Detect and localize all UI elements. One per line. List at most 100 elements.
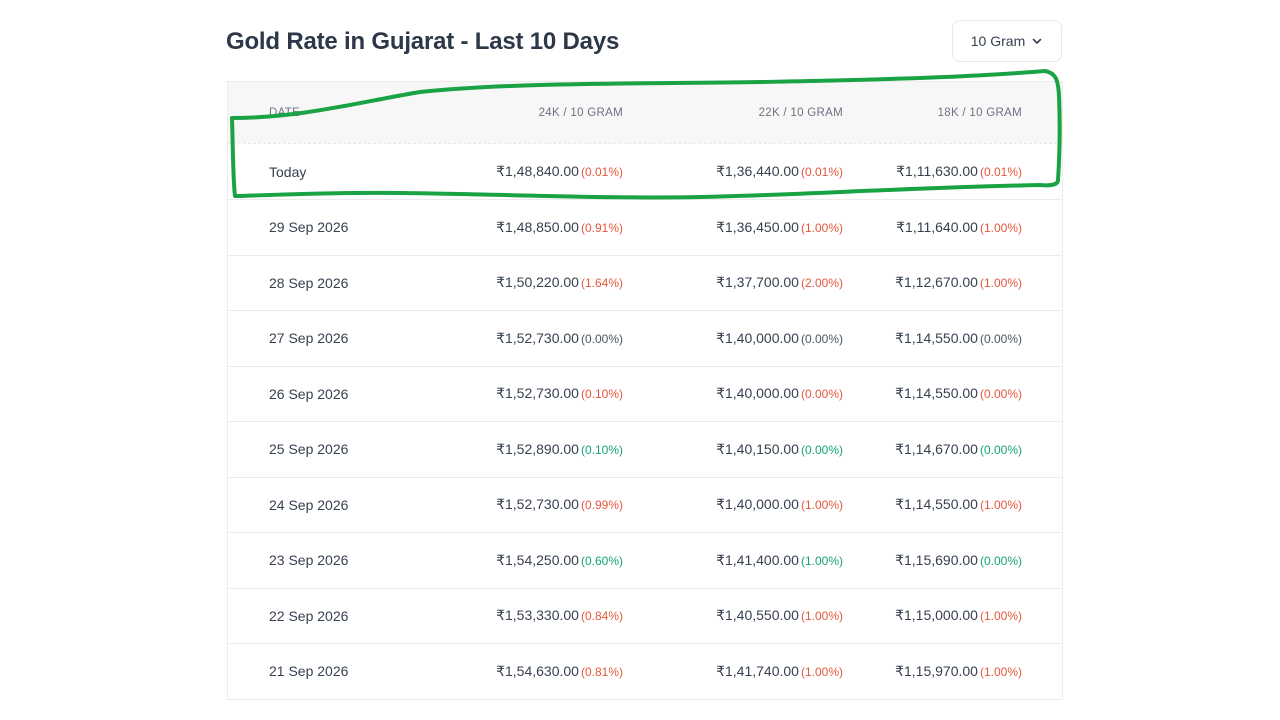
price-24k-cell: ₹1,48,850.00 (0.91%): [468, 219, 623, 236]
price-24k-value: ₹1,54,250.00: [496, 552, 579, 568]
price-24k-cell: ₹1,52,890.00 (0.10%): [468, 441, 623, 458]
price-24k-change: (0.00%): [581, 332, 623, 346]
price-18k-value: ₹1,15,000.00: [895, 607, 978, 623]
gold-rate-table: DATE 24K / 10 GRAM 22K / 10 GRAM 18K / 1…: [227, 81, 1063, 700]
price-24k-change: (0.01%): [581, 165, 623, 179]
price-24k-value: ₹1,52,730.00: [496, 385, 579, 401]
price-24k-cell: ₹1,54,630.00 (0.81%): [468, 663, 623, 680]
table-row: 21 Sep 2026 ₹1,54,630.00 (0.81%) ₹1,41,740.…: [228, 643, 1062, 699]
price-18k-cell: ₹1,11,630.00 (0.01%): [843, 163, 1022, 180]
price-18k-change: (0.00%): [980, 554, 1022, 568]
price-24k-cell: ₹1,52,730.00 (0.10%): [468, 385, 623, 402]
price-22k-change: (0.01%): [801, 165, 843, 179]
price-18k-value: ₹1,15,970.00: [895, 663, 978, 679]
price-18k-change: (1.00%): [980, 276, 1022, 290]
chevron-down-icon: [1031, 35, 1043, 47]
price-18k-change: (0.00%): [980, 443, 1022, 457]
price-22k-value: ₹1,40,000.00: [716, 496, 799, 512]
price-22k-change: (1.00%): [801, 609, 843, 623]
price-22k-value: ₹1,41,400.00: [716, 552, 799, 568]
table-row: 24 Sep 2026 ₹1,52,730.00 (0.99%) ₹1,40,000.…: [228, 477, 1062, 533]
price-18k-value: ₹1,15,690.00: [895, 552, 978, 568]
price-18k-value: ₹1,14,670.00: [895, 441, 978, 457]
price-24k-value: ₹1,48,840.00: [496, 163, 579, 179]
price-24k-value: ₹1,52,730.00: [496, 496, 579, 512]
price-22k-cell: ₹1,37,700.00 (2.00%): [623, 274, 843, 291]
table-row: 22 Sep 2026 ₹1,53,330.00 (0.84%) ₹1,40,550.…: [228, 588, 1062, 644]
price-22k-change: (0.00%): [801, 387, 843, 401]
price-22k-cell: ₹1,41,740.00 (1.00%): [623, 663, 843, 680]
price-22k-cell: ₹1,41,400.00 (1.00%): [623, 552, 843, 569]
price-22k-value: ₹1,37,700.00: [716, 274, 799, 290]
row-date: 26 Sep 2026: [228, 386, 468, 402]
price-22k-value: ₹1,40,000.00: [716, 385, 799, 401]
price-24k-cell: ₹1,54,250.00 (0.60%): [468, 552, 623, 569]
price-18k-value: ₹1,14,550.00: [895, 385, 978, 401]
price-18k-value: ₹1,14,550.00: [895, 330, 978, 346]
column-header-18k: 18K / 10 GRAM: [843, 107, 1022, 119]
price-22k-change: (0.00%): [801, 332, 843, 346]
price-18k-value: ₹1,11,640.00: [896, 219, 978, 235]
price-24k-change: (0.99%): [581, 498, 623, 512]
price-24k-value: ₹1,54,630.00: [496, 663, 579, 679]
price-18k-value: ₹1,12,670.00: [895, 274, 978, 290]
row-date: 27 Sep 2026: [228, 330, 468, 346]
price-22k-change: (2.00%): [801, 276, 843, 290]
price-18k-change: (0.00%): [980, 387, 1022, 401]
price-22k-change: (1.00%): [801, 554, 843, 568]
price-24k-change: (1.64%): [581, 276, 623, 290]
price-24k-change: (0.91%): [581, 221, 623, 235]
price-24k-change: (0.84%): [581, 609, 623, 623]
table-row: 29 Sep 2026 ₹1,48,850.00 (0.91%) ₹1,36,450.…: [228, 199, 1062, 255]
price-24k-cell: ₹1,50,220.00 (1.64%): [468, 274, 623, 291]
price-22k-value: ₹1,40,550.00: [716, 607, 799, 623]
price-18k-change: (0.01%): [980, 165, 1022, 179]
price-22k-cell: ₹1,36,450.00 (1.00%): [623, 219, 843, 236]
price-18k-change: (1.00%): [980, 498, 1022, 512]
row-date: Today: [228, 164, 468, 180]
unit-select-value: 10 Gram: [971, 33, 1025, 49]
table-row: 27 Sep 2026 ₹1,52,730.00 (0.00%) ₹1,40,000.…: [228, 310, 1062, 366]
price-24k-cell: ₹1,53,330.00 (0.84%): [468, 607, 623, 624]
price-18k-cell: ₹1,14,550.00 (0.00%): [843, 385, 1022, 402]
price-24k-change: (0.60%): [581, 554, 623, 568]
row-date: 24 Sep 2026: [228, 497, 468, 513]
price-22k-cell: ₹1,40,000.00 (0.00%): [623, 385, 843, 402]
row-date: 22 Sep 2026: [228, 608, 468, 624]
price-18k-cell: ₹1,11,640.00 (1.00%): [843, 219, 1022, 236]
price-18k-change: (1.00%): [980, 665, 1022, 679]
price-18k-change: (1.00%): [980, 221, 1022, 235]
price-24k-value: ₹1,53,330.00: [496, 607, 579, 623]
price-24k-value: ₹1,48,850.00: [496, 219, 579, 235]
price-24k-value: ₹1,52,890.00: [496, 441, 579, 457]
row-date: 28 Sep 2026: [228, 275, 468, 291]
price-22k-cell: ₹1,36,440.00 (0.01%): [623, 163, 843, 180]
table-body: Today ₹1,48,840.00 (0.01%) ₹1,36,440.00 (0.0…: [228, 143, 1062, 699]
price-22k-change: (1.00%): [801, 665, 843, 679]
price-24k-cell: ₹1,52,730.00 (0.99%): [468, 496, 623, 513]
row-date: 25 Sep 2026: [228, 441, 468, 457]
table-row: 28 Sep 2026 ₹1,50,220.00 (1.64%) ₹1,37,700.…: [228, 255, 1062, 311]
price-18k-cell: ₹1,14,550.00 (1.00%): [843, 496, 1022, 513]
price-24k-change: (0.10%): [581, 443, 623, 457]
table-row: 26 Sep 2026 ₹1,52,730.00 (0.10%) ₹1,40,000.…: [228, 366, 1062, 422]
price-22k-cell: ₹1,40,150.00 (0.00%): [623, 441, 843, 458]
price-18k-change: (1.00%): [980, 609, 1022, 623]
table-row: Today ₹1,48,840.00 (0.01%) ₹1,36,440.00 (0.0…: [228, 143, 1062, 199]
row-date: 29 Sep 2026: [228, 219, 468, 235]
price-22k-change: (0.00%): [801, 443, 843, 457]
price-18k-change: (0.00%): [980, 332, 1022, 346]
price-22k-value: ₹1,40,000.00: [716, 330, 799, 346]
price-24k-change: (0.81%): [581, 665, 623, 679]
price-18k-cell: ₹1,15,690.00 (0.00%): [843, 552, 1022, 569]
price-24k-value: ₹1,50,220.00: [496, 274, 579, 290]
price-22k-cell: ₹1,40,000.00 (1.00%): [623, 496, 843, 513]
row-date: 21 Sep 2026: [228, 663, 468, 679]
price-22k-value: ₹1,36,450.00: [716, 219, 799, 235]
table-row: 23 Sep 2026 ₹1,54,250.00 (0.60%) ₹1,41,400.…: [228, 532, 1062, 588]
price-24k-value: ₹1,52,730.00: [496, 330, 579, 346]
unit-select[interactable]: 10 Gram: [952, 20, 1062, 62]
price-24k-cell: ₹1,48,840.00 (0.01%): [468, 163, 623, 180]
price-18k-cell: ₹1,15,000.00 (1.00%): [843, 607, 1022, 624]
